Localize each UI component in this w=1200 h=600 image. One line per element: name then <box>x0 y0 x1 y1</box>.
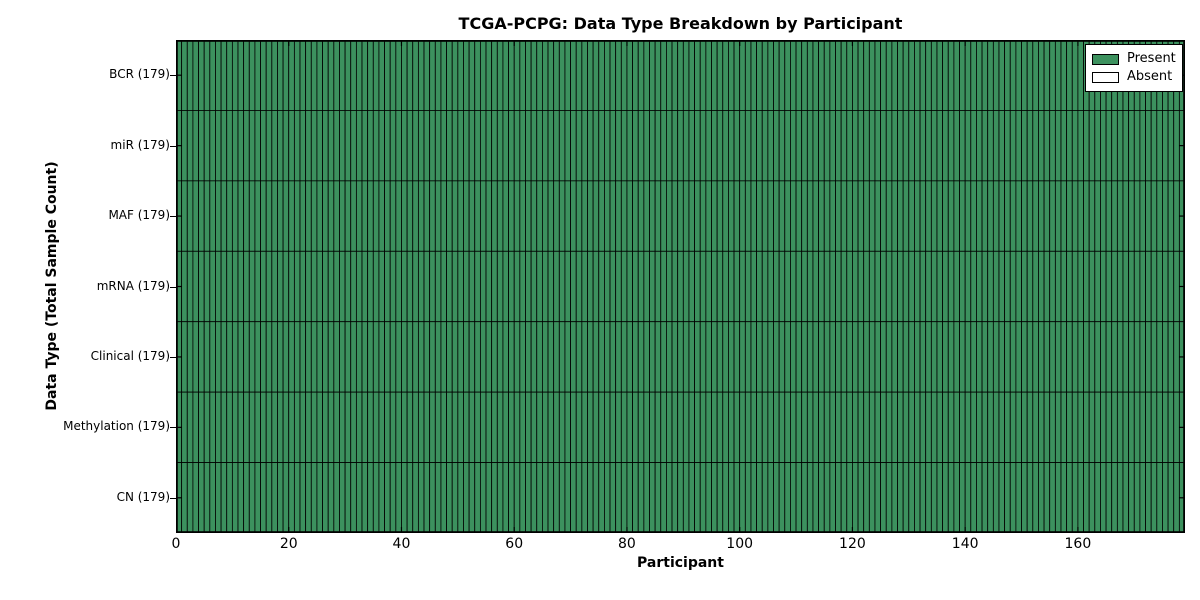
x-tick-label: 160 <box>1064 536 1092 552</box>
y-tick-label: Methylation (179) <box>63 419 170 434</box>
y-tick-label: BCR (179) <box>109 67 170 82</box>
y-tick-mark <box>170 216 176 217</box>
x-tick-label: 0 <box>171 536 181 552</box>
plot-area <box>176 40 1185 533</box>
y-tick-label: mRNA (179) <box>96 278 170 293</box>
y-tick-mark <box>170 287 176 288</box>
x-axis-label: Participant <box>637 555 724 571</box>
x-tick-label: 100 <box>726 536 754 552</box>
legend-item: Present <box>1092 52 1176 66</box>
x-tick-label: 40 <box>392 536 411 552</box>
x-tick-label: 140 <box>951 536 979 552</box>
y-tick-label: MAF (179) <box>108 208 170 223</box>
y-tick-label: Clinical (179) <box>90 348 170 363</box>
legend: Present Absent <box>1085 44 1183 92</box>
legend-label: Absent <box>1127 69 1173 84</box>
x-tick-label: 20 <box>279 536 298 552</box>
x-tick-label: 80 <box>618 536 636 552</box>
absent-swatch <box>1092 71 1119 83</box>
y-tick-label: CN (179) <box>116 489 170 504</box>
y-tick-mark <box>170 75 176 76</box>
y-tick-mark <box>170 146 176 147</box>
y-tick-mark <box>170 427 176 428</box>
y-tick-mark <box>170 498 176 499</box>
x-tick-label: 120 <box>839 536 866 552</box>
legend-label: Present <box>1127 51 1176 66</box>
y-tick-label: miR (179) <box>110 137 170 152</box>
legend-items: Present Absent <box>1092 52 1176 84</box>
chart-title: TCGA-PCPG: Data Type Breakdown by Partic… <box>458 14 903 33</box>
x-tick-label: 60 <box>505 536 524 552</box>
present-swatch <box>1092 53 1119 65</box>
y-tick-mark <box>170 357 176 358</box>
heatmap-svg <box>176 40 1185 533</box>
legend-item: Absent <box>1092 70 1176 84</box>
